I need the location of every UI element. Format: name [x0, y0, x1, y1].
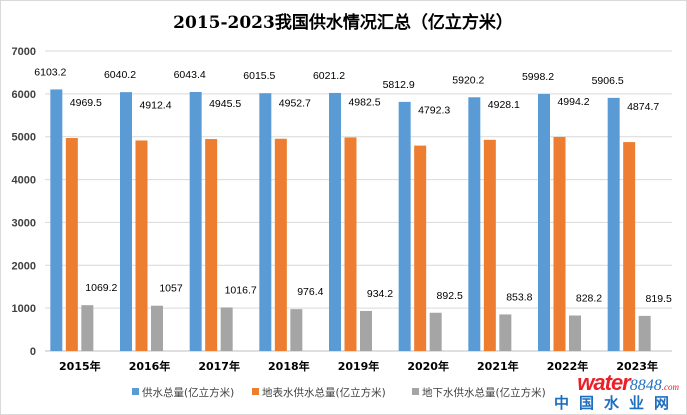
- y-tick-label: 0: [30, 346, 36, 358]
- y-tick-label: 6000: [12, 89, 36, 101]
- data-label: 1069.2: [85, 282, 117, 294]
- x-tick-label: 2016年: [129, 359, 171, 373]
- x-tick-label: 2015年: [59, 359, 101, 373]
- bar-1: [120, 92, 132, 352]
- y-tick-label: 2000: [12, 260, 36, 272]
- bar-3: [220, 307, 233, 351]
- watermark-logo: water8848.com 中国水业网: [554, 370, 679, 413]
- bar-1: [189, 91, 202, 352]
- data-label: 5920.2: [452, 74, 484, 86]
- data-label: 1016.7: [225, 284, 257, 296]
- bar-2: [135, 140, 148, 351]
- bar-3: [360, 310, 372, 351]
- bar-1: [468, 97, 481, 351]
- watermark-brand: water: [577, 370, 630, 395]
- y-tick-label: 3000: [12, 217, 36, 229]
- watermark-cn: 中国水业网: [553, 394, 679, 412]
- data-label: 4792.3: [418, 105, 450, 117]
- x-tick-label: 2020年: [407, 359, 449, 373]
- x-tick-label: 2023年: [616, 359, 658, 373]
- data-label: 4912.4: [139, 99, 171, 111]
- x-tick-label: 2021年: [477, 359, 519, 373]
- data-label: 976.4: [297, 286, 323, 298]
- data-label: 828.2: [576, 293, 602, 305]
- bar-1: [607, 97, 620, 351]
- bar-3: [429, 312, 442, 351]
- data-label: 1057: [159, 283, 183, 295]
- y-tick-label: 4000: [12, 175, 36, 187]
- bar-2: [205, 139, 218, 351]
- data-label: 819.5: [646, 293, 672, 305]
- bar-2: [623, 142, 636, 351]
- bar-2: [483, 139, 496, 351]
- x-tick-label: 2018年: [268, 359, 310, 373]
- legend-swatch-1: [132, 388, 139, 395]
- legend-swatch-2: [252, 388, 259, 395]
- bar-1: [259, 93, 272, 351]
- x-tick-label: 2017年: [198, 359, 240, 373]
- bar-3: [151, 305, 163, 351]
- bar-1: [50, 89, 63, 351]
- data-label: 4994.2: [557, 96, 589, 108]
- bar-3: [81, 305, 94, 351]
- legend-label-1: 供水总量(亿立方米): [142, 386, 234, 399]
- x-tick-label: 2019年: [338, 359, 380, 373]
- bar-2: [553, 136, 566, 351]
- bar-2: [274, 138, 287, 351]
- data-label: 5906.5: [592, 75, 624, 87]
- watermark-suffix: .com: [661, 382, 679, 392]
- bar-1: [538, 93, 550, 351]
- data-label: 6103.2: [34, 66, 66, 78]
- bar-2: [344, 137, 357, 351]
- legend-label-3: 地下水供水总量(亿立方米): [422, 386, 546, 399]
- data-label: 4945.5: [209, 98, 241, 110]
- data-label: 4928.1: [488, 99, 520, 111]
- data-label: 853.8: [506, 291, 532, 303]
- data-label: 6015.5: [243, 70, 275, 82]
- bar-3: [499, 314, 512, 351]
- x-tick-label: 2022年: [547, 359, 589, 373]
- bar-3: [290, 309, 303, 351]
- data-label: 6040.2: [104, 69, 136, 81]
- data-label: 6021.2: [313, 70, 345, 82]
- bar-3: [569, 315, 581, 351]
- bar-3: [638, 315, 651, 351]
- data-label: 4952.7: [279, 98, 311, 110]
- data-label: 892.5: [437, 290, 463, 302]
- bar-1: [398, 101, 411, 351]
- y-tick-label: 7000: [12, 46, 36, 58]
- y-tick-label: 1000: [12, 303, 36, 315]
- data-label: 4969.5: [70, 97, 102, 109]
- data-label: 4874.7: [627, 101, 659, 113]
- data-label: 934.2: [367, 288, 393, 300]
- legend-label-2: 地表水供水总量(亿立方米): [262, 386, 386, 399]
- y-tick-label: 5000: [12, 132, 36, 144]
- chart-title: 2015-2023我国供水情况汇总（亿立方米）: [173, 12, 513, 33]
- bar-2: [65, 138, 78, 351]
- data-label: 5998.2: [522, 71, 554, 83]
- legend-swatch-3: [412, 388, 419, 395]
- bar-1: [329, 92, 341, 351]
- watermark-num: 8848: [629, 377, 662, 394]
- data-label: 5812.9: [383, 79, 415, 91]
- data-label: 4982.5: [348, 96, 380, 108]
- bar-2: [414, 145, 427, 351]
- data-label: 6043.4: [174, 69, 206, 81]
